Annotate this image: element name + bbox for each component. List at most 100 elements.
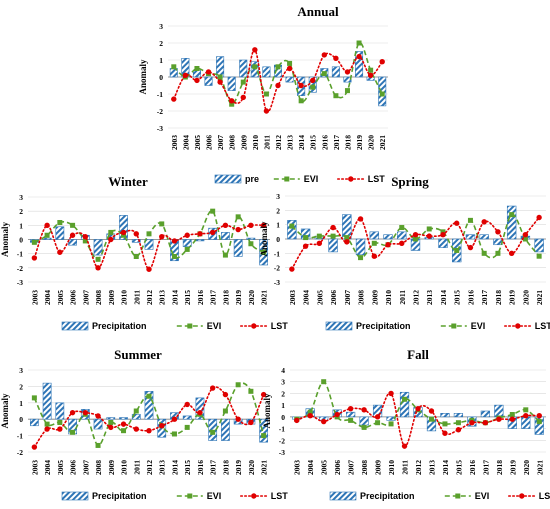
- precipitation-bar: [287, 220, 297, 240]
- x-tick-label: 2016: [320, 135, 329, 150]
- precipitation-bar: [378, 76, 387, 107]
- x-tick-label: 2006: [333, 460, 342, 475]
- evi-marker: [307, 409, 313, 415]
- x-tick-label: 2007: [81, 290, 90, 305]
- x-tick-label: 2009: [374, 460, 383, 475]
- evi-marker: [330, 233, 336, 239]
- x-tick-label: 2020: [247, 460, 256, 475]
- evi-marker: [95, 442, 101, 448]
- x-tick-label: 2009: [107, 460, 116, 475]
- legend: Precipitation EVI LST: [61, 491, 288, 501]
- precipitation-bar: [93, 418, 103, 430]
- x-tick-label: 2007: [347, 460, 356, 475]
- lst-marker: [469, 420, 475, 426]
- precipitation-bar: [534, 238, 544, 253]
- x-tick-label: 2006: [329, 290, 338, 305]
- x-tick-label: 2015: [309, 135, 318, 150]
- lst-marker: [330, 224, 336, 231]
- y-tick-label: -1: [274, 249, 280, 258]
- y-axis-label: Anomaly: [262, 393, 272, 429]
- lst-marker: [146, 266, 152, 272]
- evi-marker: [121, 232, 127, 238]
- legend-evi-label: EVI: [304, 174, 319, 184]
- legend-precipitation-label: pre: [245, 174, 259, 184]
- evi-marker: [133, 408, 139, 414]
- evi-marker: [344, 88, 350, 94]
- x-tick-label: 2006: [69, 460, 78, 475]
- evi-marker: [371, 240, 377, 246]
- lst-marker: [347, 405, 354, 412]
- evi-marker: [263, 91, 269, 97]
- evi-marker: [44, 232, 50, 238]
- evi-marker: [287, 60, 293, 66]
- lst-marker: [442, 430, 448, 436]
- x-tick-label: 2017: [209, 460, 218, 475]
- x-tick-label: 2005: [320, 460, 329, 475]
- x-tick-label: 2006: [69, 290, 78, 305]
- lst-marker: [508, 250, 515, 257]
- lst-marker: [171, 96, 177, 102]
- evi-marker: [171, 254, 177, 259]
- lst-marker: [334, 411, 340, 418]
- y-tick-label: 2: [19, 207, 23, 216]
- evi-marker: [70, 222, 76, 228]
- lst-marker: [385, 242, 391, 248]
- lst-marker: [248, 419, 254, 426]
- x-tick-label: 2021: [535, 460, 544, 475]
- lst-marker: [82, 233, 89, 240]
- precipitation-bar: [55, 226, 65, 240]
- lst-marker: [536, 214, 542, 221]
- evi-marker: [388, 421, 394, 427]
- lst-marker: [455, 427, 462, 433]
- precipitation-bar: [182, 415, 192, 420]
- evi-marker: [222, 408, 228, 414]
- lst-marker: [95, 265, 101, 271]
- lst-marker: [428, 408, 435, 414]
- x-tick-label: 2020: [521, 290, 530, 305]
- precipitation-bar: [453, 413, 464, 418]
- evi-marker: [171, 64, 177, 70]
- x-tick-label: 2019: [508, 460, 517, 475]
- x-tick-label: 2007: [343, 290, 352, 305]
- precipitation-bar: [106, 417, 116, 420]
- evi-marker: [235, 382, 241, 388]
- evi-marker: [31, 395, 37, 401]
- lst-marker: [275, 82, 281, 89]
- lst-marker: [209, 385, 216, 391]
- y-tick-label: -3: [157, 124, 163, 133]
- lst-marker: [388, 390, 394, 397]
- x-tick-label: 2013: [427, 460, 436, 475]
- x-tick-label: 2003: [30, 290, 39, 305]
- legend-evi-marker: [284, 176, 290, 182]
- precipitation-bar: [55, 402, 65, 420]
- precipitation-bar: [506, 205, 517, 240]
- precipitation-bar: [195, 397, 205, 420]
- lst-marker: [440, 232, 446, 238]
- x-tick-label: 2015: [453, 290, 462, 305]
- x-tick-label: 2010: [384, 290, 393, 305]
- evi-marker: [522, 236, 528, 242]
- legend-evi-label: EVI: [475, 491, 490, 501]
- y-tick-label: -1: [17, 432, 23, 441]
- evi-marker: [509, 212, 515, 218]
- x-tick-label: 2021: [378, 135, 387, 150]
- evi-marker: [368, 67, 374, 73]
- precipitation-bar: [480, 410, 490, 418]
- precipitation-bar: [239, 59, 248, 78]
- legend-evi-marker: [187, 493, 193, 499]
- evi-marker: [44, 421, 50, 427]
- precipitation-bar: [331, 66, 340, 78]
- y-tick-label: -2: [17, 264, 23, 273]
- evi-marker: [217, 74, 223, 80]
- x-tick-label: 2005: [56, 460, 65, 475]
- legend: Precipitation EVI LST: [61, 321, 288, 331]
- x-tick-label: 2014: [439, 290, 448, 305]
- lst-marker: [412, 232, 419, 238]
- y-tick-label: 3: [19, 193, 23, 202]
- evi-marker: [108, 419, 114, 425]
- lst-marker: [481, 219, 487, 225]
- precipitation-bar: [246, 237, 256, 240]
- lst-marker: [146, 427, 152, 434]
